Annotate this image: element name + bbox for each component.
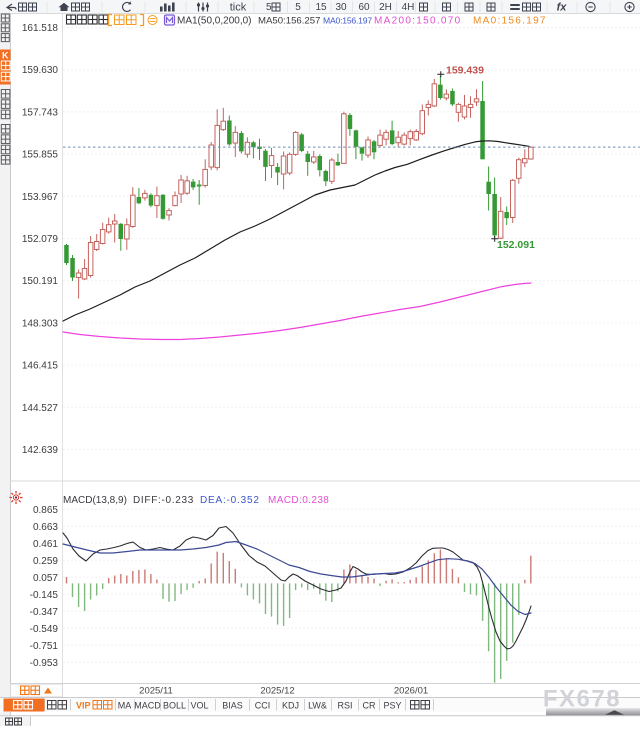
svg-text:CR: CR (363, 700, 376, 710)
svg-text:0.057: 0.057 (33, 573, 58, 584)
svg-text:159.630: 159.630 (22, 65, 59, 76)
svg-text:MA50:156.257: MA50:156.257 (258, 16, 320, 27)
svg-text:-0.953: -0.953 (30, 658, 59, 669)
svg-text:K: K (2, 51, 9, 61)
svg-text:148.303: 148.303 (22, 318, 59, 329)
svg-text:CCI: CCI (255, 700, 271, 710)
svg-text:-0.751: -0.751 (30, 641, 59, 652)
svg-text:2025/12: 2025/12 (260, 685, 294, 696)
svg-text:2H: 2H (379, 2, 392, 13)
svg-text:-0.549: -0.549 (30, 624, 59, 635)
svg-text:MA: MA (118, 700, 132, 710)
svg-text:MA1(50,0,200,0): MA1(50,0,200,0) (177, 16, 252, 27)
svg-text:144.527: 144.527 (22, 403, 59, 414)
svg-text:RSI: RSI (337, 700, 352, 710)
svg-text:152.091: 152.091 (497, 239, 535, 251)
svg-text:tick: tick (230, 2, 247, 14)
svg-text:KDJ: KDJ (282, 700, 299, 710)
svg-text:-0.347: -0.347 (30, 607, 59, 618)
svg-text:146.415: 146.415 (22, 361, 59, 372)
svg-text:5: 5 (266, 2, 272, 13)
svg-text:BOLL: BOLL (163, 700, 186, 710)
svg-text:VOL: VOL (190, 700, 208, 710)
svg-text:161.518: 161.518 (22, 23, 59, 34)
svg-text:MACD: MACD (134, 700, 161, 710)
svg-text:PSY: PSY (383, 700, 401, 710)
svg-text:MA0:156.197: MA0:156.197 (473, 16, 547, 27)
svg-text:2026/01: 2026/01 (394, 685, 428, 696)
svg-text:157.743: 157.743 (22, 107, 59, 118)
svg-text:DIFF:-0.233: DIFF:-0.233 (133, 495, 194, 506)
svg-text:fx: fx (557, 2, 568, 14)
svg-text:4H: 4H (402, 2, 415, 13)
svg-text:BIAS: BIAS (222, 700, 243, 710)
svg-text:60: 60 (358, 2, 370, 13)
svg-text:152.079: 152.079 (22, 234, 59, 245)
svg-text:-0.145: -0.145 (30, 590, 59, 601)
svg-text:LW&: LW& (308, 700, 327, 710)
svg-text:5: 5 (295, 2, 301, 13)
svg-text:159.439: 159.439 (446, 65, 484, 77)
svg-text:150.191: 150.191 (22, 276, 59, 287)
svg-text:VIP: VIP (76, 701, 91, 711)
svg-text:MA200:150.070: MA200:150.070 (374, 16, 462, 27)
svg-text:MACD:0.238: MACD:0.238 (268, 495, 329, 506)
svg-text:0.259: 0.259 (33, 556, 58, 567)
svg-text:155.855: 155.855 (22, 150, 59, 161)
svg-text:2025/11: 2025/11 (139, 685, 173, 696)
svg-text:30: 30 (335, 2, 347, 13)
svg-text:0.865: 0.865 (33, 505, 58, 516)
svg-text:MACD(13,8,9): MACD(13,8,9) (63, 495, 127, 506)
svg-text:0.663: 0.663 (33, 522, 58, 533)
svg-text:MA0:156.197: MA0:156.197 (323, 16, 372, 26)
svg-text:0.461: 0.461 (33, 539, 58, 550)
svg-text:15: 15 (315, 2, 327, 13)
svg-text:142.639: 142.639 (22, 445, 59, 456)
svg-text:DEA:-0.352: DEA:-0.352 (200, 495, 260, 506)
svg-text:153.967: 153.967 (22, 192, 59, 203)
